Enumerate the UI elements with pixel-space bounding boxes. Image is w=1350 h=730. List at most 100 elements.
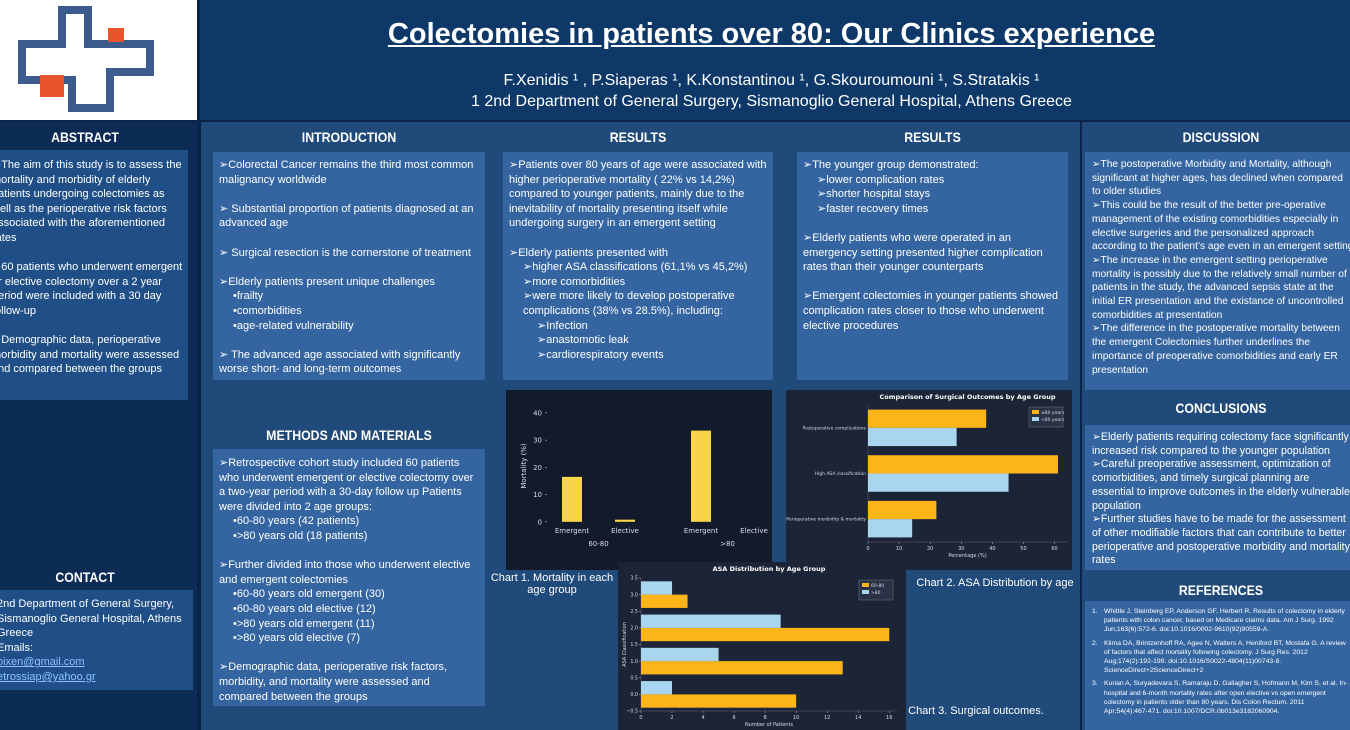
contact-line: Emails: (0, 641, 34, 654)
item-text: ➢anastomotic leak (537, 334, 629, 347)
x-tick-label: 10 (793, 715, 799, 721)
introduction-text: ➢Colorectal Cancer remains the third mos… (219, 158, 479, 377)
list-item: ➢Further divided into those who underwen… (219, 558, 479, 646)
x-tick-label: Elective (740, 527, 768, 535)
legend-label: 60-80 (871, 583, 884, 589)
list-item: ➢ Surgical resection is the cornerstone … (219, 246, 479, 261)
y-tick-label: 1.0 (630, 659, 638, 665)
legend-swatch (1032, 417, 1039, 421)
x-tick-label: 16 (886, 715, 892, 721)
x-tick-label: 40 (989, 546, 995, 552)
item-text: ➢higher ASA classifications (61,1% vs 45… (523, 261, 748, 274)
list-sub-item: ➢shorter hospital stays (817, 187, 1062, 202)
x-tick-label: 8 (764, 715, 767, 721)
item-text: •comorbidities (233, 304, 302, 317)
x-tick-label: 20 (927, 546, 933, 552)
results-box: ➢The younger group demonstrated: ➢lower c… (797, 152, 1068, 380)
list-item: ➢Elderly patients who were operated in a… (803, 231, 1062, 275)
bar (641, 614, 781, 628)
x-axis-label: Number of Patients (745, 722, 793, 728)
methods-box: ➢Retrospective cohort study included 60 … (213, 449, 485, 706)
item-text: ➢Retrospective cohort study included 60 … (219, 457, 474, 513)
email-link[interactable]: oixen@gmail.com (0, 656, 85, 669)
section-heading: METHODS AND MATERIALS (266, 427, 432, 443)
x-tick-label: 6 (732, 715, 735, 721)
bar (868, 519, 913, 538)
reference-text: Kurian A, Suryadevara S, Ramaraju D, Gal… (1104, 680, 1348, 716)
title: Colectomies in patients over 80: Our Cli… (387, 18, 1156, 50)
x-tick-label: 10 (896, 546, 902, 552)
list-sub-item: ➢more comorbidities (523, 275, 767, 290)
x-tick-label: Emergent (555, 527, 589, 535)
item-text: ➢Demographic data, perioperative risk fa… (219, 661, 448, 703)
list-item: ➢Emergent colectomies in younger patient… (803, 289, 1062, 333)
item-text: ➢The younger group demonstrated: (803, 159, 979, 171)
legend-swatch (862, 583, 869, 587)
list-item: ➢Demographic data, perioperative risk fa… (219, 660, 479, 704)
discussion-text: ➢The postoperative Morbidity and Mortali… (1092, 158, 1350, 377)
reference-number: 2. (1092, 639, 1098, 647)
chart: 0 10 20 30 40 Mortality (%) Emergent Elective Em… (506, 390, 772, 570)
email-row: etrossiap@yahoo.gr (0, 670, 189, 685)
legend-swatch (862, 590, 869, 594)
list-item: ➢Elderly patients presented with ➢higher … (509, 246, 767, 363)
item-text: ➢Elderly patients who were operated in a… (803, 231, 1043, 274)
results-box: ➢Patients over 80 years of age were asso… (503, 152, 773, 380)
item-text: ➢cardiorespiratory events (537, 348, 664, 361)
list-sub-item: ➢faster recovery times (817, 202, 1062, 217)
list-item: ➢Demographic data, perioperative morbidi… (0, 333, 184, 377)
y-tick-label: 10 (533, 491, 542, 499)
logo (0, 0, 197, 120)
x-tick-label: 60 (1051, 546, 1057, 552)
item-text: ➢Patients over 80 years of age were asso… (509, 159, 767, 230)
y-axis-label: ASA Classification (622, 622, 628, 667)
contact-text: 2nd Department of General Surgery, Sisma… (0, 597, 189, 685)
list-item: ➢Retrospective cohort study included 60 … (219, 456, 479, 544)
list-sub-item: •age-related vulnerability (233, 319, 479, 334)
list-sub-item: •60-80 years (42 patients) (233, 514, 479, 529)
item-text: ➢ Surgical resection is the cornerstone … (219, 246, 471, 259)
list-sub-item: •>80 years old (18 patients) (233, 529, 479, 544)
list-item: ➢Elderly patients requiring colectomy fa… (1092, 431, 1350, 458)
logo-square (40, 75, 64, 97)
item-text: ➢Further studies have to be made for the… (1092, 513, 1350, 567)
bar (641, 594, 688, 608)
section-heading: CONCLUSIONS (1175, 400, 1267, 416)
x-tick-label: 14 (855, 715, 861, 721)
contact-line: 2nd Department of General Surgery, Sisma… (0, 598, 182, 640)
header: Colectomies in patients over 80: Our Cli… (200, 0, 1350, 120)
x-tick-label: Emergent (684, 527, 718, 535)
reference: 2. Klima DA, Brintzenhoff RA, Agee N, Wal… (1092, 639, 1348, 676)
list-item: ➢Patients over 80 years of age were asso… (509, 158, 767, 231)
reference-text: Whittle J, Steinberg EP, Anderson GF, He… (1104, 608, 1345, 634)
item-text: ➢Elderly patients requiring colectomy fa… (1092, 431, 1349, 457)
email-link[interactable]: etrossiap@yahoo.gr (0, 670, 96, 683)
reference: 1. Whittle J, Steinberg EP, Anderson GF, … (1092, 607, 1348, 635)
y-tick-label: 1.5 (630, 642, 638, 648)
item-text: ➢Colorectal Cancer remains the third mos… (219, 159, 474, 186)
item-text: •age-related vulnerability (233, 319, 354, 332)
item-text: ➢lower complication rates (817, 173, 945, 186)
bar (641, 627, 890, 642)
chart-caption: Chart 3. Surgical outcomes. (908, 705, 1044, 717)
item-text: •>80 years old elective (7) (233, 632, 361, 645)
y-tick-label: 20 (533, 464, 542, 472)
reference-number: 1. (1092, 608, 1098, 615)
conclusions-box: ➢Elderly patients requiring colectomy fa… (1085, 425, 1350, 570)
list-sub-item: ➢Infection (537, 319, 767, 334)
bar (868, 455, 1058, 474)
bar (691, 430, 711, 522)
list-item: ➢Colorectal Cancer remains the third mos… (219, 158, 479, 187)
y-tick-label: 0 (538, 518, 542, 526)
item-text: •60-80 years old emergent (30) (233, 588, 385, 601)
section-heading: CONTACT (55, 569, 115, 585)
bar (641, 681, 673, 695)
introduction-box: ➢Colorectal Cancer remains the third mos… (213, 152, 485, 380)
list-item: ➢ The advanced age associated with signi… (219, 348, 479, 377)
authors: F.Xenidis ¹ , P.Siaperas ¹, K.Konstantin… (503, 72, 1040, 89)
bar (868, 473, 1009, 492)
section-heading: RESULTS (904, 129, 961, 145)
list-item: ➢This could be the result of the better … (1092, 199, 1350, 254)
item-text: ➢This could be the result of the better … (1092, 200, 1350, 253)
list-sub-item: •comorbidities (233, 304, 479, 319)
